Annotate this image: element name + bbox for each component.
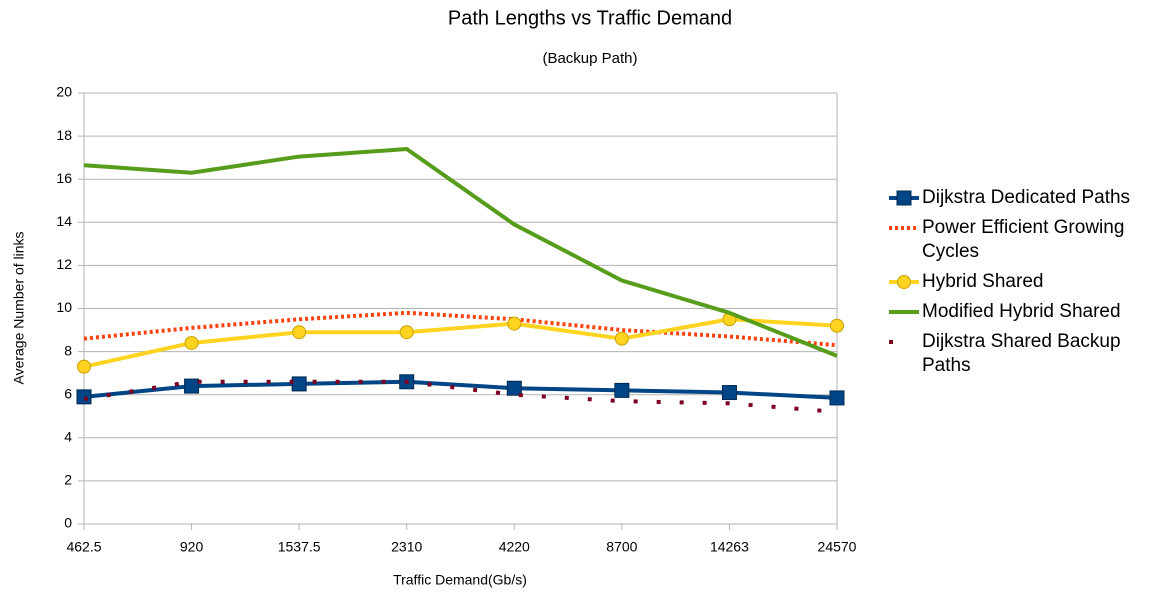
y-tick-label: 0 [64, 515, 72, 531]
y-tick-label: 14 [56, 213, 72, 229]
marker-square [896, 190, 912, 206]
y-tick-label: 4 [64, 429, 72, 445]
chart-subtitle: (Backup Path) [542, 50, 637, 67]
legend-entry: Dijkstra Shared Backup Paths [888, 330, 1168, 378]
y-tick-label: 20 [56, 84, 72, 100]
legend-entry: Modified Hybrid Shared [888, 300, 1168, 324]
y-tick-label: 16 [56, 170, 72, 186]
legend-swatch [889, 275, 919, 289]
chart-title: Path Lengths vs Traffic Demand [448, 7, 732, 29]
legend: Dijkstra Dedicated Paths Power Efficient … [888, 186, 1168, 384]
x-tick-label: 1537.5 [278, 539, 321, 555]
marker-square [506, 380, 522, 396]
marker-square [829, 390, 845, 406]
legend-swatch [889, 226, 919, 230]
legend-swatch [889, 340, 919, 344]
marker-square [184, 378, 200, 394]
legend-label: Modified Hybrid Shared [922, 301, 1121, 322]
x-tick-label: 4220 [499, 539, 530, 555]
marker-square [291, 376, 307, 392]
x-tick-label: 14263 [710, 539, 749, 555]
marker-circle [507, 316, 522, 331]
x-tick-label: 8700 [606, 539, 637, 555]
y-tick-label: 8 [64, 342, 72, 358]
legend-entry: Hybrid Shared [888, 270, 1168, 294]
y-tick-label: 10 [56, 299, 72, 315]
legend-entry: Dijkstra Dedicated Paths [888, 186, 1168, 210]
marker-circle [184, 335, 199, 350]
marker-circle [399, 325, 414, 340]
series-line [83, 310, 838, 348]
y-tick-label: 12 [56, 256, 72, 272]
y-tick-label: 2 [64, 472, 72, 488]
x-tick-label: 462.5 [66, 539, 101, 555]
legend-swatch [889, 190, 919, 206]
x-tick-label: 920 [180, 539, 204, 555]
marker-circle [77, 359, 91, 374]
legend-label: Power Efficient Growing Cycles [922, 217, 1125, 262]
y-tick-label: 6 [64, 385, 72, 401]
marker-square [76, 389, 92, 405]
series-line [83, 147, 838, 358]
x-tick-label: 24570 [818, 539, 857, 555]
marker-square [721, 385, 737, 401]
x-axis-label: Traffic Demand(Gb/s) [393, 572, 527, 588]
marker-square [614, 382, 630, 398]
series-line [83, 317, 838, 369]
legend-entry: Power Efficient Growing Cycles [888, 216, 1168, 264]
x-tick-label: 2310 [391, 539, 422, 555]
marker-circle [830, 318, 844, 333]
legend-label: Dijkstra Shared Backup Paths [922, 331, 1121, 376]
y-tick-label: 18 [56, 127, 72, 143]
series-line [83, 379, 838, 400]
legend-swatch [889, 310, 919, 314]
marker-circle [292, 325, 307, 340]
marker-circle [897, 275, 911, 289]
legend-label: Dijkstra Dedicated Paths [922, 187, 1131, 208]
y-axis-label: Average Number of links [11, 231, 27, 384]
legend-label: Hybrid Shared [922, 271, 1044, 292]
marker-circle [614, 331, 629, 346]
